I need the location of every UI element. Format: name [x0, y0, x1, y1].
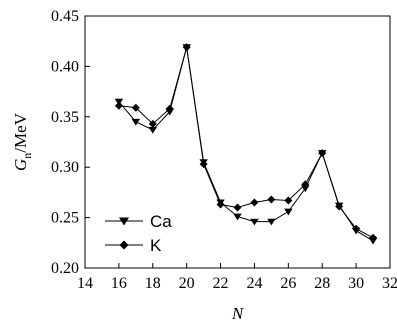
x-tick-label: 16	[111, 275, 127, 292]
legend-entry-k: K	[105, 236, 162, 255]
data-point-k	[318, 149, 327, 158]
y-tick-label: 0.35	[51, 109, 79, 126]
legend-entry-ca: Ca	[105, 212, 172, 231]
data-point-k	[267, 195, 276, 204]
y-tick-label: 0.30	[51, 159, 79, 176]
data-point-k	[233, 203, 242, 212]
series-line-k	[118, 47, 374, 239]
data-point-ca	[131, 118, 141, 126]
data-point-k	[352, 224, 361, 233]
data-point-ca	[284, 208, 293, 216]
data-point-k	[114, 101, 123, 110]
data-point-k	[301, 180, 310, 189]
y-axis-title: Gn/MeV	[11, 112, 34, 171]
y-tick-label: 0.20	[51, 260, 79, 277]
y-axis-title-unit: /MeV	[11, 112, 30, 152]
y-tick-label: 0.25	[51, 210, 79, 227]
legend-label: Ca	[150, 212, 172, 231]
x-tick-label: 32	[382, 275, 397, 292]
data-point-k	[165, 104, 174, 113]
legend-marker	[119, 217, 129, 226]
data-point-k	[199, 160, 208, 169]
x-tick-label: 24	[246, 275, 262, 292]
x-tick-label: 22	[213, 275, 229, 292]
plot-frame	[84, 15, 391, 269]
x-axis-title: N	[231, 304, 245, 323]
data-point-ca	[148, 126, 157, 134]
data-point-k	[131, 103, 140, 112]
data-point-ca	[233, 213, 242, 221]
y-axis-title-symbol: G	[11, 159, 30, 171]
y-tick-label: 0.40	[51, 58, 79, 75]
x-tick-label: 18	[145, 275, 161, 292]
data-point-ca	[301, 185, 310, 193]
data-point-k	[148, 119, 157, 128]
data-point-k	[250, 198, 259, 207]
legend-label: K	[150, 236, 162, 255]
x-tick-label: 26	[280, 275, 296, 292]
x-tick-label: 14	[77, 275, 93, 292]
data-point-ca	[250, 218, 259, 226]
x-tick-label: 28	[314, 275, 330, 292]
data-point-k	[284, 196, 293, 205]
data-point-k	[182, 43, 191, 52]
data-point-k	[335, 202, 344, 211]
x-tick-label: 20	[179, 275, 195, 292]
legend-marker	[119, 240, 129, 250]
y-tick-label: 0.45	[51, 8, 79, 25]
data-point-k	[216, 200, 225, 209]
y-axis-title-subscript: n	[20, 153, 34, 159]
x-tick-label: 30	[348, 275, 364, 292]
data-point-ca	[267, 218, 276, 226]
data-point-k	[369, 233, 378, 242]
